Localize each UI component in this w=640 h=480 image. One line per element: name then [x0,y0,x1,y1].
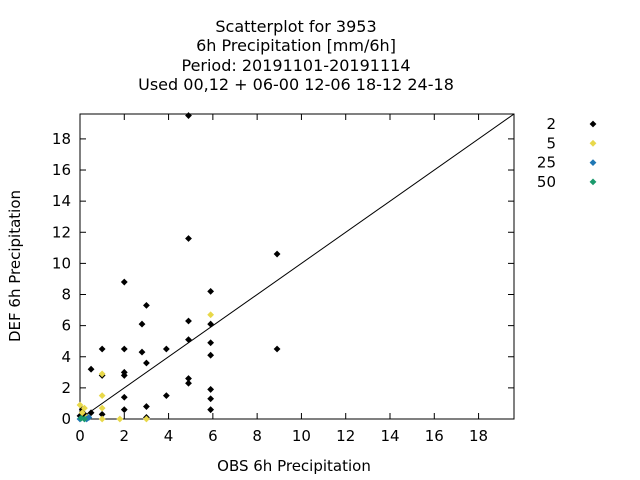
data-point-series-2 [120,393,128,401]
data-point-series-2 [185,336,192,344]
x-tick-label: 2 [120,427,130,445]
data-point-series-2 [138,320,146,328]
legend-marker [589,159,597,166]
data-point-series-2 [185,379,192,387]
legend-marker [589,139,597,147]
x-tick-label: 16 [425,427,444,445]
y-tick-label: 16 [52,161,71,179]
data-point-series-5 [98,415,106,423]
data-point-series-2 [207,339,215,347]
data-point-series-2 [120,372,128,379]
data-point-series-2 [120,345,128,353]
data-point-series-5 [116,415,124,423]
data-point-series-2 [162,345,170,353]
data-point-series-2 [120,406,128,414]
legend-label: 25 [537,154,556,172]
data-point-series-2 [98,410,106,418]
x-tick-label: 10 [292,427,311,445]
y-tick-label: 0 [61,410,71,428]
chart-title-line-4: Used 00,12 + 06-00 12-06 18-12 24-18 [138,75,454,94]
data-point-series-5 [76,401,84,409]
legend-label: 5 [546,134,556,152]
data-point-series-2 [120,278,128,286]
data-points [76,112,281,423]
data-point-series-2 [185,112,192,119]
data-point-series-5 [143,415,150,423]
chart-title-line-3: Period: 20191101-20191114 [181,56,410,75]
data-point-series-50 [81,415,88,423]
data-point-series-2 [207,406,215,414]
y-axis-ticks: 0 2 4 6 8 10 12 14 16 18 [52,130,514,428]
x-tick-label: 0 [75,427,85,445]
data-point-series-2 [162,392,170,400]
legend-marker [589,178,597,186]
data-point-series-5 [81,404,88,412]
data-point-series-5 [98,404,106,412]
y-tick-label: 8 [61,286,71,304]
legend-marker [589,120,597,128]
data-point-series-2 [207,395,215,403]
y-tick-label: 4 [61,348,71,366]
x-tick-label: 12 [336,427,355,445]
x-tick-label: 6 [208,427,218,445]
data-point-series-2 [207,287,215,295]
chart-title: Scatterplot for 3953 6h Precipitation [m… [138,17,454,94]
data-point-series-2 [143,403,150,410]
data-point-series-2 [185,375,192,382]
x-tick-label: 14 [380,427,399,445]
data-point-series-2 [87,365,95,373]
x-axis-ticks: 0 2 4 6 8 10 12 14 16 18 [75,114,488,445]
data-point-series-2 [185,235,192,242]
data-point-series-5 [98,392,106,400]
data-point-series-2 [87,409,95,417]
data-point-series-2 [143,302,150,309]
y-tick-label: 10 [52,254,71,272]
data-point-series-2 [207,320,215,328]
x-tick-label: 18 [469,427,488,445]
data-point-series-5 [98,370,106,378]
chart-title-line-1: Scatterplot for 3953 [215,17,376,36]
data-point-series-2 [207,351,215,359]
y-tick-label: 2 [61,379,71,397]
data-point-series-2 [207,386,215,393]
x-tick-label: 8 [252,427,262,445]
data-point-series-2 [185,317,192,325]
legend-label: 2 [546,115,556,133]
chart-title-line-2: 6h Precipitation [mm/6h] [196,36,396,55]
y-tick-label: 14 [52,192,71,210]
data-point-series-50 [77,414,85,422]
y-tick-label: 12 [52,223,71,241]
plot-area-frame [79,113,515,420]
legend-label: 50 [537,173,556,191]
x-tick-label: 4 [164,427,174,445]
data-point-series-5 [207,311,215,319]
data-point-series-2 [273,345,281,353]
data-point-series-2 [273,250,281,258]
data-point-series-5 [78,409,86,417]
y-tick-label: 18 [52,130,71,148]
y-tick-label: 6 [61,317,71,335]
x-axis-label: OBS 6h Precipitation [217,457,371,475]
data-point-series-2 [98,345,106,353]
data-point-series-2 [138,348,146,356]
y-axis-label: DEF 6h Precipitation [6,190,24,342]
data-point-series-2 [143,359,150,367]
identity-reference-line [79,113,515,420]
